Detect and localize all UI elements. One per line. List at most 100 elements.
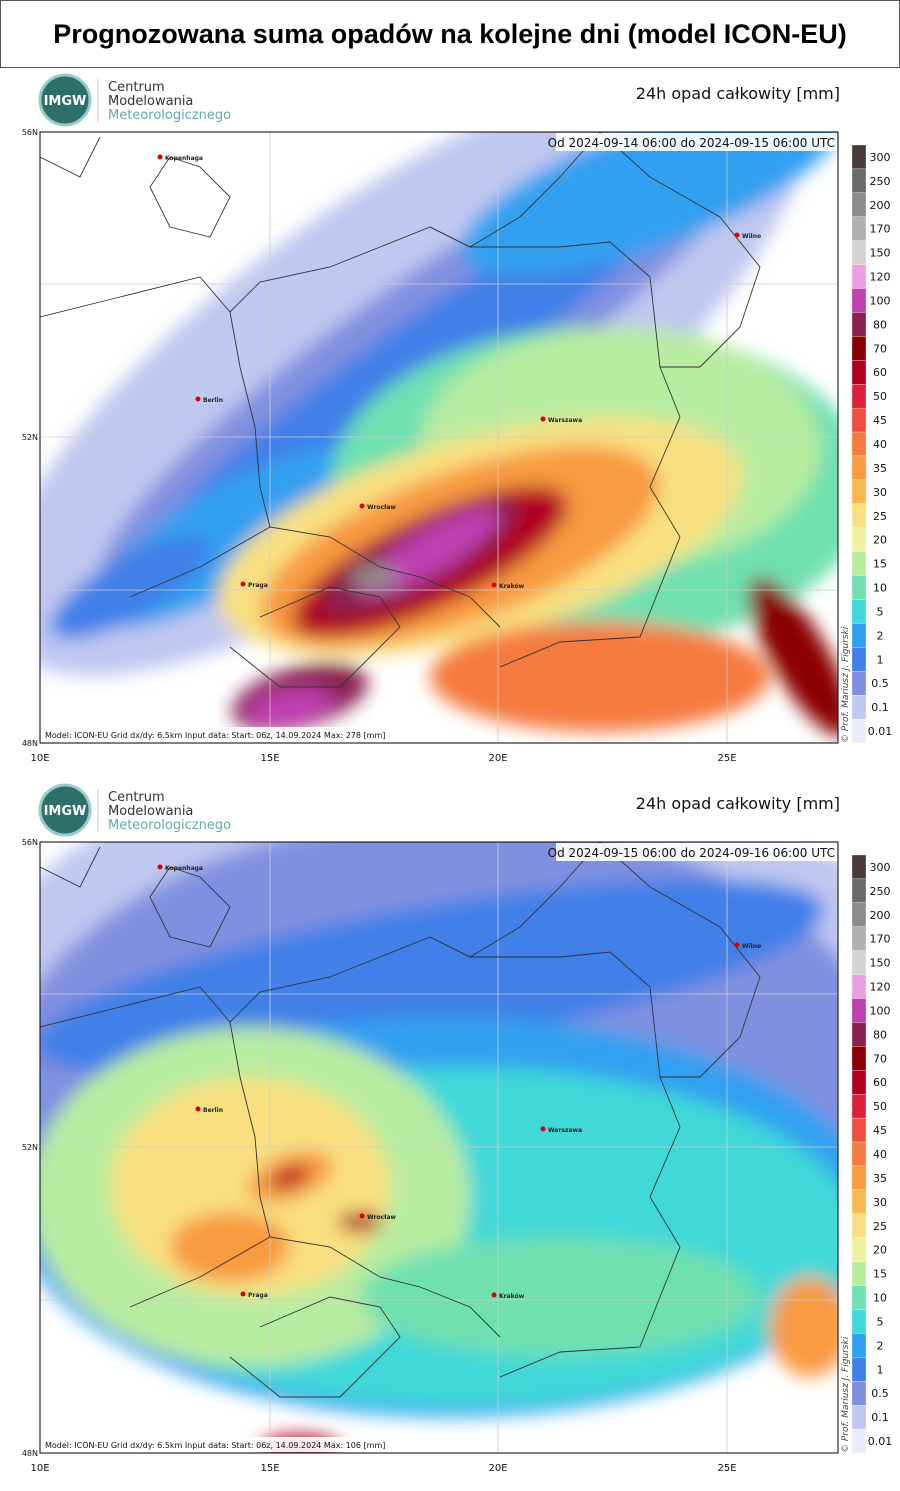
border-line bbox=[229, 1021, 501, 1338]
city-label: Warszawa bbox=[548, 417, 582, 424]
lon-label: 25E bbox=[717, 1463, 736, 1474]
border-line bbox=[40, 846, 231, 948]
legend-swatch bbox=[851, 216, 867, 241]
city-marker bbox=[157, 864, 163, 870]
logo-line: Modelowania bbox=[108, 804, 193, 819]
legend-swatch bbox=[851, 1094, 867, 1119]
legend-label: 50 bbox=[873, 390, 887, 403]
legend-label: 170 bbox=[870, 223, 891, 236]
city-label: Wrocław bbox=[367, 1214, 396, 1221]
legend-swatch bbox=[851, 878, 867, 903]
city-label: Warszawa bbox=[548, 1127, 582, 1134]
legend-label: 45 bbox=[873, 1124, 887, 1137]
precip-area bbox=[270, 1165, 310, 1189]
credit: © Prof. Mariusz J. Figurski bbox=[841, 626, 851, 743]
legend-swatch bbox=[851, 336, 867, 361]
lon-label: 10E bbox=[30, 753, 49, 764]
legend-swatch bbox=[851, 1381, 867, 1406]
city-marker bbox=[540, 416, 546, 422]
legend-label: 30 bbox=[873, 486, 887, 499]
legend-label: 2 bbox=[877, 1339, 884, 1352]
legend-swatch bbox=[851, 1141, 867, 1167]
lon-label: 10E bbox=[30, 1463, 49, 1474]
precip-blobs bbox=[40, 842, 838, 1453]
city-marker bbox=[540, 1126, 546, 1132]
lon-label: 20E bbox=[488, 753, 507, 764]
legend-label: 80 bbox=[873, 318, 887, 331]
legend-swatch bbox=[851, 240, 867, 265]
precip-area bbox=[40, 879, 825, 1075]
legend-swatch bbox=[851, 926, 867, 951]
legend-swatch bbox=[851, 479, 867, 504]
legend-label: 150 bbox=[870, 957, 891, 970]
logo-line: Meteorologicznego bbox=[108, 108, 231, 123]
border-line bbox=[599, 132, 761, 368]
city-label: Berlin bbox=[203, 397, 223, 404]
period-box bbox=[556, 133, 837, 151]
city-marker bbox=[491, 1292, 497, 1298]
legend-label: 35 bbox=[873, 462, 887, 475]
logo-badge bbox=[38, 73, 92, 127]
legend-label: 0.01 bbox=[868, 1435, 893, 1448]
precip-area bbox=[245, 687, 335, 727]
logo-badge-text: IMGW bbox=[44, 804, 87, 819]
legend-label: 20 bbox=[873, 534, 887, 547]
legend-label: 15 bbox=[873, 1268, 887, 1281]
legend-swatch bbox=[851, 718, 867, 744]
city-marker bbox=[734, 232, 740, 238]
legend-swatch bbox=[851, 360, 867, 385]
precip-area bbox=[748, 577, 838, 737]
legend-label: 150 bbox=[870, 247, 891, 260]
city-marker bbox=[195, 1106, 201, 1112]
legend-swatch bbox=[851, 503, 867, 528]
city-label: Kraków bbox=[499, 583, 525, 590]
legend-label: 60 bbox=[873, 1076, 887, 1089]
lon-label: 15E bbox=[260, 1463, 279, 1474]
legend-label: 100 bbox=[870, 294, 891, 307]
city-marker bbox=[240, 581, 246, 587]
legend-swatch bbox=[851, 144, 867, 170]
legend-label: 300 bbox=[870, 151, 891, 164]
legend-label: 10 bbox=[873, 582, 887, 595]
legend-swatch bbox=[851, 1261, 867, 1286]
legend-swatch bbox=[851, 551, 867, 576]
precip-field bbox=[40, 842, 838, 1453]
legend-swatch bbox=[851, 1046, 867, 1071]
legend-swatch bbox=[851, 695, 867, 720]
legend-swatch bbox=[851, 950, 867, 975]
logo-line: Centrum bbox=[108, 80, 165, 95]
page-title: Prognozowana suma opadów na kolejne dni … bbox=[0, 0, 900, 68]
legend-label: 100 bbox=[870, 1004, 891, 1017]
border-line bbox=[229, 311, 501, 628]
legend-label: 0.01 bbox=[868, 725, 893, 738]
city-marker bbox=[195, 396, 201, 402]
legend-label: 15 bbox=[873, 558, 887, 571]
border-line bbox=[429, 226, 681, 668]
precip-blobs bbox=[40, 132, 838, 737]
legend-swatch bbox=[851, 1070, 867, 1095]
city-marker bbox=[157, 154, 163, 160]
legend-swatch bbox=[851, 998, 867, 1023]
legend-swatch bbox=[851, 1237, 867, 1262]
legend-swatch bbox=[851, 974, 867, 999]
lon-label: 25E bbox=[717, 753, 736, 764]
map-frame bbox=[39, 841, 839, 1454]
legend-swatch bbox=[851, 1165, 867, 1191]
legend-label: 25 bbox=[873, 1220, 887, 1233]
precip-area bbox=[170, 1212, 290, 1282]
lat-label: 48N bbox=[22, 739, 38, 748]
legend-label: 2 bbox=[877, 629, 884, 642]
precip-area bbox=[350, 565, 400, 589]
city-label: Berlin bbox=[203, 1107, 223, 1114]
legend-label: 25 bbox=[873, 510, 887, 523]
legend-swatch bbox=[851, 1357, 867, 1382]
legend-label: 80 bbox=[873, 1028, 887, 1041]
map-panel: IMGW Centrum Modelowania Meteorologicznego 2… bbox=[0, 777, 900, 1487]
legend-swatch bbox=[851, 168, 867, 193]
legend-label: 60 bbox=[873, 366, 887, 379]
legend-swatch bbox=[851, 623, 867, 648]
legend-swatch bbox=[851, 1285, 867, 1310]
legend-swatch bbox=[851, 1309, 867, 1334]
map-frame bbox=[39, 131, 839, 744]
lat-label: 52N bbox=[22, 1143, 38, 1152]
